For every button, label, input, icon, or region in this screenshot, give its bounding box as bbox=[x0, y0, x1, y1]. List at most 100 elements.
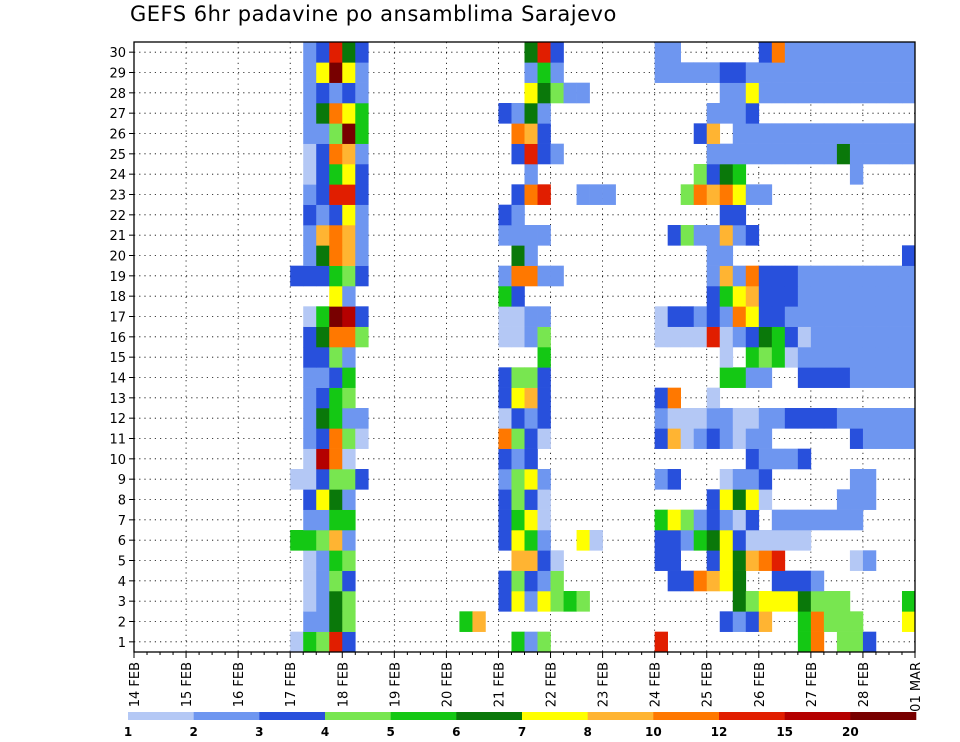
heat-cell bbox=[771, 306, 786, 327]
heat-cell bbox=[693, 530, 708, 551]
heat-cell bbox=[888, 123, 903, 144]
heat-cell bbox=[732, 103, 747, 124]
x-tick-label: 01 MAR bbox=[909, 662, 924, 712]
heat-cell bbox=[745, 408, 760, 429]
heat-cell bbox=[745, 509, 760, 531]
heat-cell bbox=[667, 469, 681, 490]
heat-cell bbox=[342, 184, 356, 205]
heat-cell bbox=[342, 469, 356, 490]
heat-cell bbox=[654, 469, 668, 490]
heat-cell bbox=[771, 326, 786, 348]
colorbar-swatch bbox=[719, 712, 785, 720]
heat-cell bbox=[524, 530, 538, 551]
heat-cell bbox=[524, 42, 538, 63]
heat-cell bbox=[836, 631, 851, 653]
heat-cell bbox=[654, 530, 668, 551]
heat-cell bbox=[524, 265, 538, 287]
heat-cell bbox=[693, 408, 708, 429]
heat-cell bbox=[901, 306, 916, 327]
heat-cell bbox=[537, 103, 551, 124]
heat-cell bbox=[719, 225, 734, 246]
heat-cell bbox=[290, 631, 304, 653]
heat-cell bbox=[303, 204, 317, 226]
heat-cell bbox=[810, 286, 825, 307]
y-tick-label: 2 bbox=[118, 616, 126, 631]
heat-cell bbox=[888, 306, 903, 327]
heat-cell bbox=[732, 469, 747, 490]
heat-cell bbox=[498, 326, 512, 348]
heat-cell bbox=[758, 184, 773, 205]
heat-cell bbox=[524, 306, 538, 327]
heat-cell bbox=[316, 225, 330, 246]
heat-cell bbox=[849, 62, 864, 83]
heat-cell bbox=[875, 367, 890, 388]
heat-cell bbox=[537, 530, 551, 551]
heat-cell bbox=[329, 184, 343, 205]
heat-cell bbox=[498, 408, 512, 429]
heat-cell bbox=[654, 428, 668, 449]
heat-cell bbox=[524, 570, 538, 592]
x-tick-label: 14 FEB bbox=[128, 662, 143, 707]
heat-cell bbox=[849, 611, 864, 632]
heat-cell bbox=[511, 367, 525, 388]
heat-cell bbox=[784, 42, 799, 63]
heat-cell bbox=[654, 387, 668, 409]
heat-cell bbox=[732, 570, 747, 592]
heat-cell bbox=[355, 123, 369, 144]
heat-cell bbox=[758, 448, 773, 470]
heat-cell bbox=[511, 469, 525, 490]
heat-cell bbox=[563, 591, 577, 612]
heat-cell bbox=[823, 62, 838, 83]
heat-cell bbox=[342, 448, 356, 470]
heat-cell bbox=[329, 550, 343, 571]
heat-cell bbox=[719, 550, 734, 571]
heat-cell bbox=[680, 326, 695, 348]
heat-cell bbox=[706, 123, 721, 144]
heat-cell bbox=[550, 143, 564, 165]
heat-cell bbox=[719, 469, 734, 490]
heat-cell bbox=[810, 123, 825, 144]
heat-cell bbox=[732, 509, 747, 531]
heat-cell bbox=[680, 184, 695, 205]
heat-cell bbox=[758, 42, 773, 63]
colorbar-label: 8 bbox=[583, 725, 591, 739]
heat-cell bbox=[810, 82, 825, 104]
heat-cell bbox=[706, 550, 721, 571]
heat-cell bbox=[706, 265, 721, 287]
heat-cell bbox=[498, 265, 512, 287]
heat-cell bbox=[745, 123, 760, 144]
heat-cell bbox=[706, 408, 721, 429]
heat-cell bbox=[719, 611, 734, 632]
heat-cell bbox=[355, 469, 369, 490]
heat-cell bbox=[524, 143, 538, 165]
heat-cell bbox=[849, 265, 864, 287]
heat-cell bbox=[784, 82, 799, 104]
heat-cell bbox=[329, 611, 343, 632]
heat-cell bbox=[745, 326, 760, 348]
heat-cell bbox=[693, 306, 708, 327]
heat-cell bbox=[888, 62, 903, 83]
heat-cell bbox=[836, 42, 851, 63]
heat-cell bbox=[797, 62, 812, 83]
heat-cell bbox=[654, 42, 668, 63]
heat-cell bbox=[810, 326, 825, 348]
heat-cell bbox=[849, 164, 864, 185]
heat-cell bbox=[329, 123, 343, 144]
heat-cell bbox=[784, 530, 799, 551]
heat-cell bbox=[862, 143, 877, 165]
x-tick-label: 20 FEB bbox=[440, 662, 455, 707]
y-tick-label: 5 bbox=[118, 555, 126, 570]
heat-cell bbox=[537, 42, 551, 63]
heat-cell bbox=[862, 123, 877, 144]
colorbar-swatch bbox=[259, 712, 326, 720]
heat-cell bbox=[836, 489, 851, 510]
heat-cell bbox=[706, 103, 721, 124]
heat-cell bbox=[537, 82, 551, 104]
heat-cell bbox=[342, 286, 356, 307]
heat-cell bbox=[329, 225, 343, 246]
heat-cell bbox=[537, 225, 551, 246]
heat-cell bbox=[745, 489, 760, 510]
heat-cell bbox=[329, 509, 343, 531]
heat-cell bbox=[342, 591, 356, 612]
heat-cell bbox=[758, 611, 773, 632]
